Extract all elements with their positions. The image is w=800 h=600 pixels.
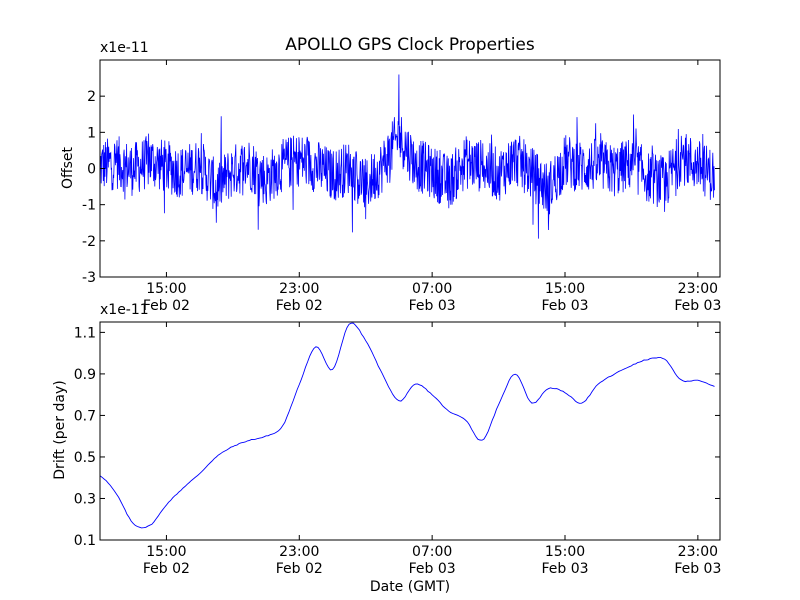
drift-x-tick-label-date: Feb 02 [276, 561, 323, 577]
drift-x-tick-label-date: Feb 02 [143, 561, 190, 577]
drift-x-tick-label-date: Feb 03 [409, 561, 456, 577]
offset-x-tick-label-time: 07:00 [412, 281, 452, 297]
drift-y-axis-label: Drift (per day) [52, 380, 68, 479]
chart-title: APOLLO GPS Clock Properties [285, 35, 535, 55]
drift-x-tick-label-time: 15:00 [146, 544, 186, 560]
offset-y-tick-label: 1 [87, 125, 96, 141]
drift-y-tick-label: 0.9 [74, 367, 96, 383]
offset-x-tick-label-date: Feb 02 [143, 298, 190, 314]
offset-y-tick-label: -2 [82, 234, 96, 250]
offset-y-axis-label: Offset [60, 146, 76, 189]
offset-y-tick-label: -3 [82, 270, 96, 286]
offset-x-tick-label-time: 15:00 [146, 281, 186, 297]
drift-x-tick-label-time: 07:00 [412, 544, 452, 560]
drift-axes-frame [99, 321, 721, 541]
offset-y-tick-label: 0 [87, 162, 96, 178]
drift-x-tick-label-time: 15:00 [545, 544, 585, 560]
drift-series-line [100, 322, 715, 529]
drift-x-tick-label-date: Feb 03 [541, 561, 588, 577]
offset-x-tick-label-time: 23:00 [279, 281, 319, 297]
x-axis-label: Date (GMT) [370, 579, 450, 595]
offset-multiplier-label: x1e-11 [100, 40, 149, 56]
offset-x-tick-label-date: Feb 03 [409, 298, 456, 314]
offset-x-tick-label-time: 23:00 [678, 281, 718, 297]
offset-x-tick-label-time: 15:00 [545, 281, 585, 297]
drift-x-tick-label-time: 23:00 [279, 544, 319, 560]
offset-y-tick-label: -1 [82, 198, 96, 214]
drift-y-tick-label: 1.1 [74, 325, 96, 341]
drift-x-tick-label-time: 23:00 [678, 544, 718, 560]
drift-x-tick-label-date: Feb 03 [674, 561, 721, 577]
drift-y-tick-label: 0.7 [74, 408, 96, 424]
drift-multiplier-label: x1e-11 [100, 302, 149, 318]
offset-x-tick-label-date: Feb 03 [541, 298, 588, 314]
offset-x-tick-label-date: Feb 02 [276, 298, 323, 314]
offset-x-tick-label-date: Feb 03 [674, 298, 721, 314]
drift-y-tick-label: 0.1 [74, 533, 96, 549]
drift-y-tick-label: 0.5 [74, 450, 96, 466]
offset-y-tick-label: 2 [87, 89, 96, 105]
drift-y-tick-label: 0.3 [74, 491, 96, 507]
offset-series-line [100, 74, 715, 239]
